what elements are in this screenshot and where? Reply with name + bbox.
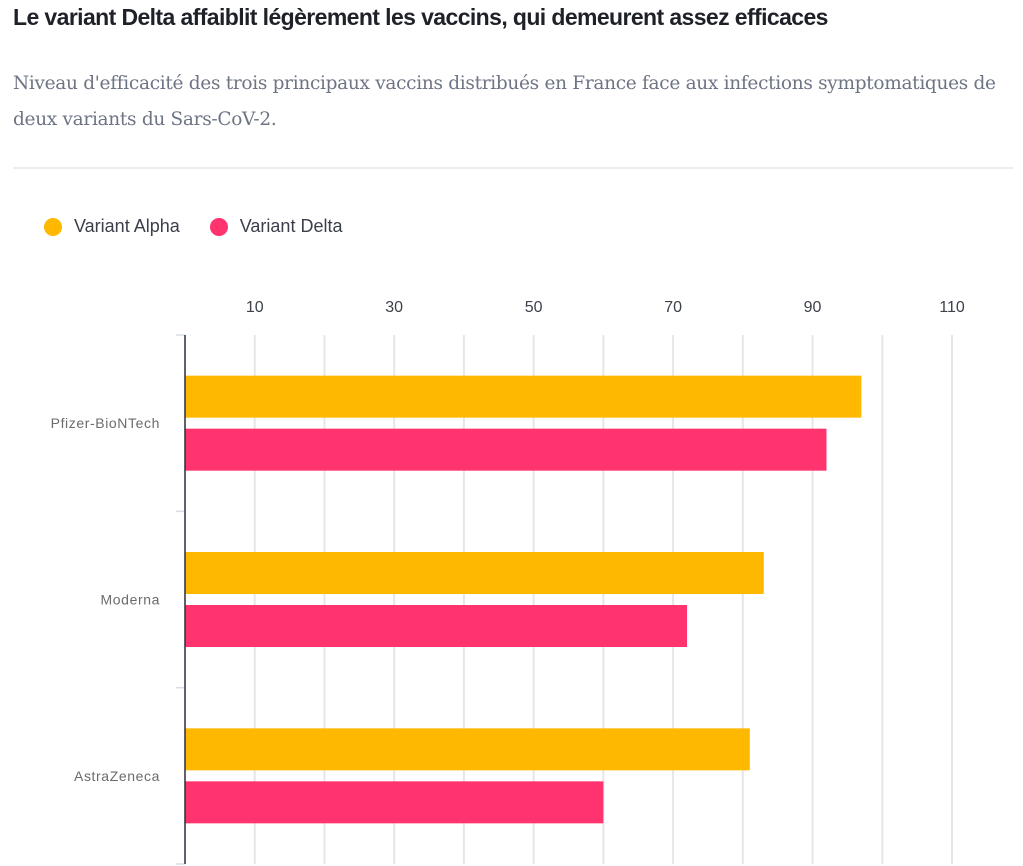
chart-subtitle: Niveau d'efficacité des trois principaux…: [13, 73, 996, 130]
legend-dot-alpha-icon: [44, 217, 62, 236]
bar-delta-pfizer-biontech: [185, 428, 827, 471]
x-tick-label: 50: [525, 299, 543, 316]
legend: Variant Alpha Variant Delta: [44, 216, 372, 237]
bar-alpha-pfizer-biontech: [185, 375, 862, 418]
legend-label-delta: Variant Delta: [239, 216, 343, 236]
x-tick-label: 10: [246, 299, 264, 316]
x-tick-label: 30: [385, 299, 403, 316]
legend-label-alpha: Variant Alpha: [74, 216, 180, 236]
bar-delta-moderna: [185, 605, 688, 647]
divider: [13, 167, 1013, 169]
x-tick-label: 70: [664, 299, 682, 316]
x-tick-label: 90: [804, 299, 822, 316]
x-tick-label: 110: [939, 299, 965, 316]
legend-item-delta[interactable]: Variant Delta: [209, 216, 343, 237]
bar-delta-astrazeneca: [185, 781, 604, 824]
legend-item-alpha[interactable]: Variant Alpha: [44, 216, 180, 237]
chart-title: Le variant Delta affaiblit légèrement le…: [13, 4, 828, 30]
category-label: AstraZeneca: [74, 768, 160, 784]
bar-alpha-moderna: [185, 552, 764, 594]
bar-alpha-astrazeneca: [185, 728, 750, 771]
legend-dot-delta-icon: [209, 217, 228, 236]
category-label: Moderna: [101, 592, 160, 608]
category-label: Pfizer-BioNTech: [51, 415, 160, 431]
